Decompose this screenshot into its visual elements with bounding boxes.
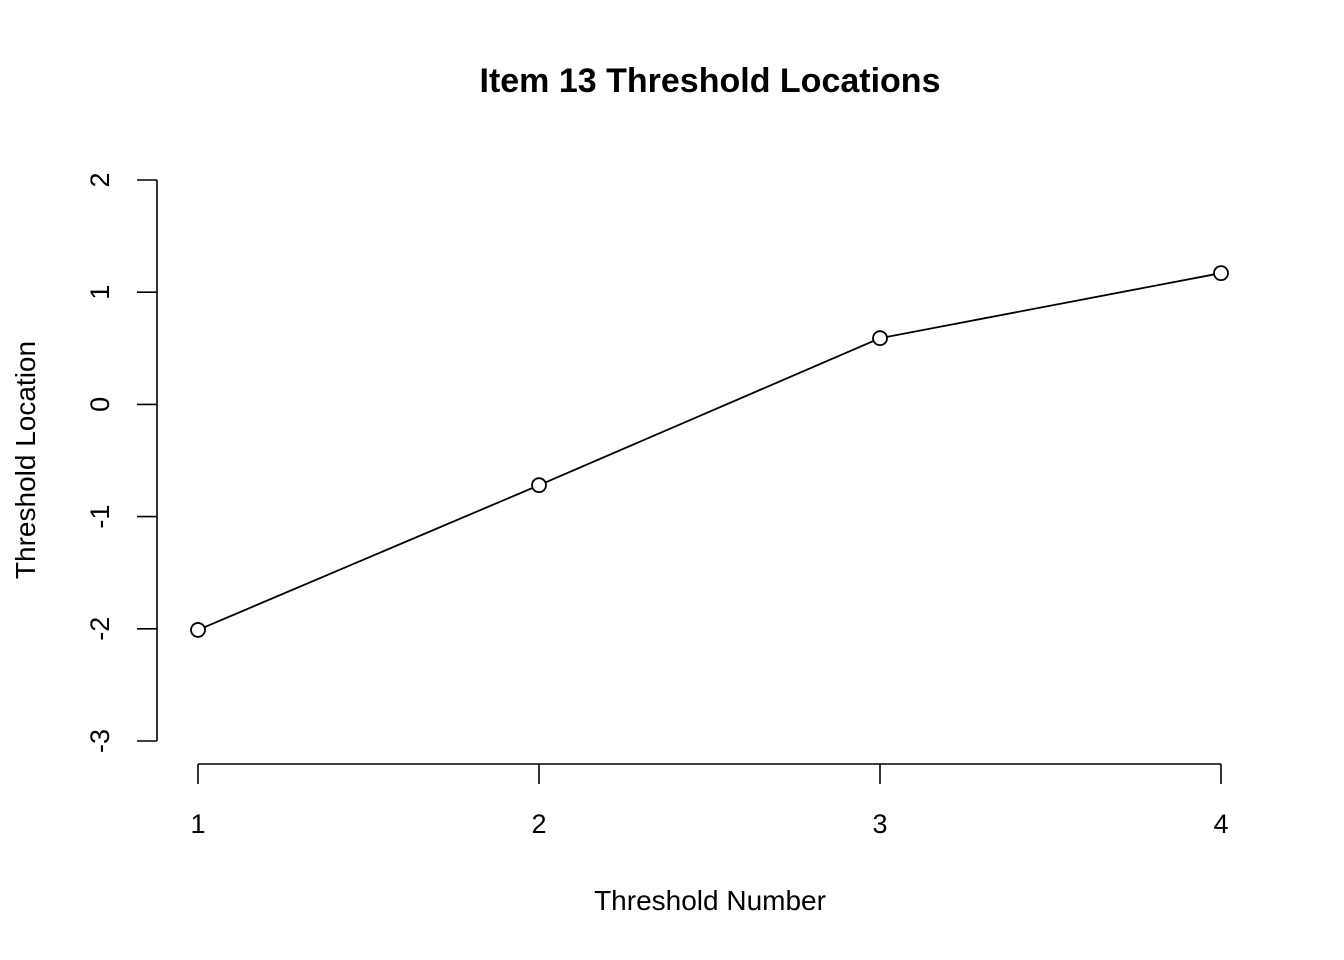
series-line-segment [545,340,874,484]
y-tick-label: -1 [85,505,115,529]
y-tick-label: -3 [85,729,115,753]
x-tick-label: 4 [1213,809,1228,839]
y-tick-label: 2 [85,172,115,187]
chart-title: Item 13 Threshold Locations [480,62,941,100]
series-line-segment [886,273,1215,338]
y-tick-label: -2 [85,617,115,641]
data-point [872,330,888,347]
data-point [531,477,547,494]
x-tick-label: 1 [190,809,205,839]
x-tick-label: 3 [872,809,887,839]
x-axis-label: Threshold Number [594,885,826,916]
data-point [1213,265,1229,282]
x-tick-label: 2 [531,809,546,839]
y-tick-label: 0 [85,397,115,412]
y-axis-label: Threshold Location [10,341,41,579]
data-point [190,622,206,638]
y-tick-label: 1 [85,285,115,300]
series-line-segment [204,487,533,629]
